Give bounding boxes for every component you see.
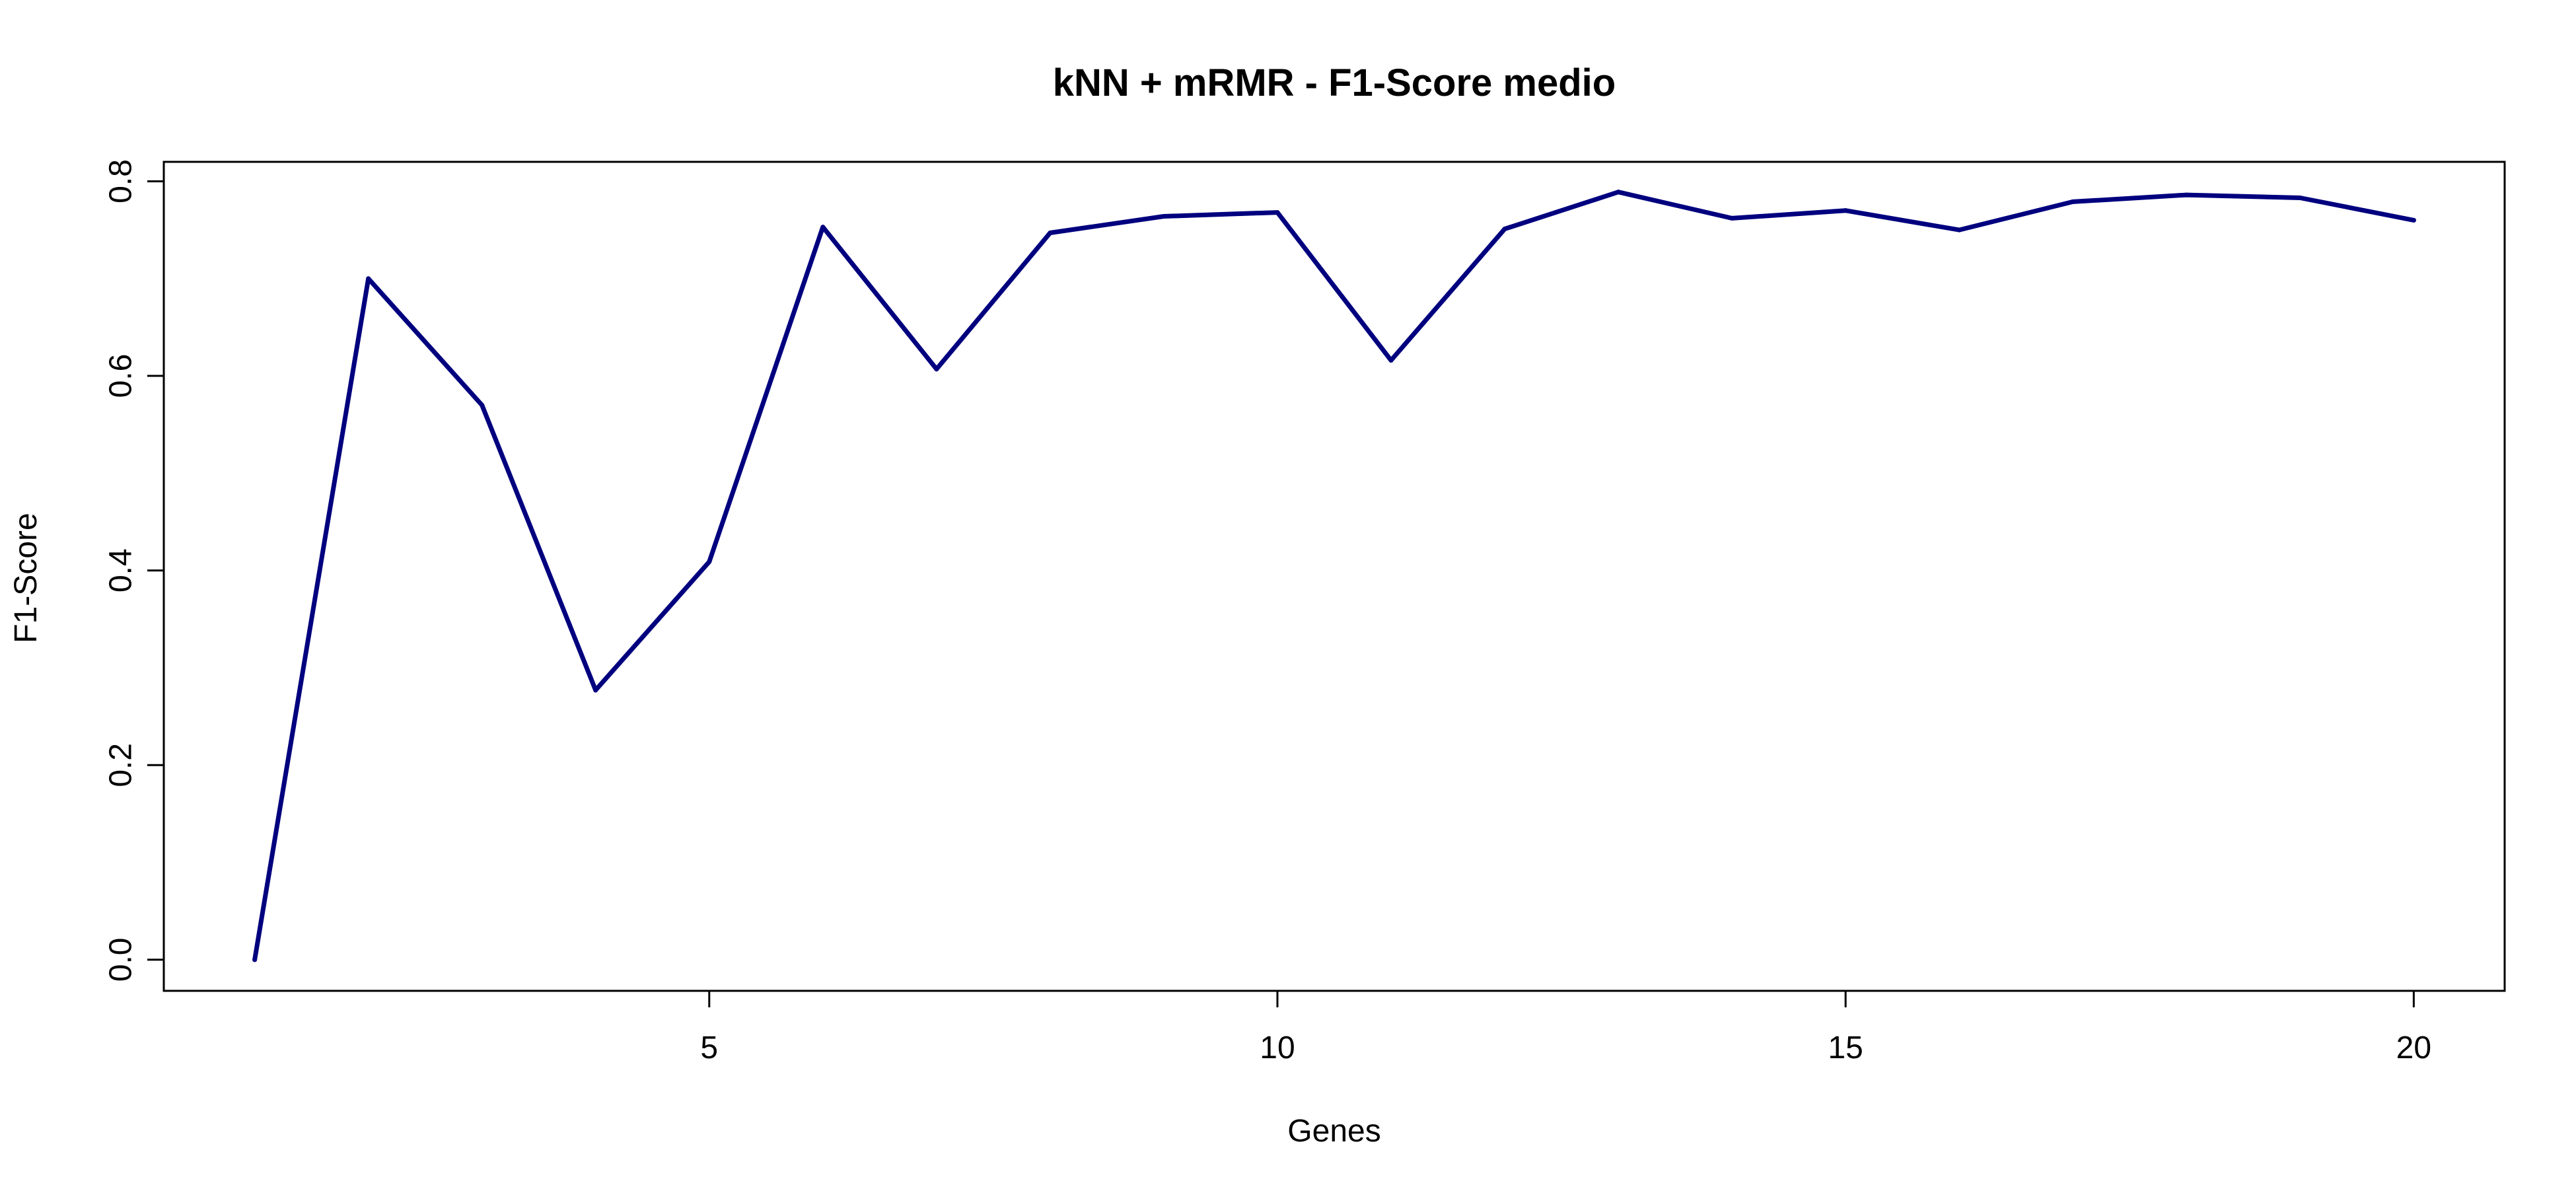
data-point [366, 276, 371, 281]
data-point [1275, 210, 1280, 215]
x-tick-label: 10 [1260, 1030, 1295, 1065]
y-tick-label: 0.6 [104, 354, 139, 398]
data-point [1502, 227, 1507, 232]
data-point [2411, 217, 2416, 223]
data-point [2070, 199, 2075, 204]
data-point [820, 225, 826, 230]
x-axis-label: Genes [1287, 1114, 1380, 1149]
data-point [2297, 196, 2303, 201]
data-point [934, 367, 939, 372]
data-point [2184, 192, 2189, 198]
x-tick-label: 20 [2396, 1030, 2431, 1065]
data-point [480, 402, 485, 408]
data-point [1048, 231, 1053, 236]
x-axis: 5 10 15 20 [700, 990, 2431, 1065]
data-point [707, 559, 712, 564]
y-tick-label: 0.4 [104, 548, 139, 593]
data-point [1843, 208, 1848, 213]
data-point [1161, 213, 1166, 219]
chart-title: kNN + mRMR - F1-Score medio [1053, 61, 1616, 104]
x-tick-label: 5 [700, 1030, 718, 1065]
y-axis: 0.0 0.2 0.4 0.6 0.8 [104, 159, 165, 982]
y-tick-label: 0.0 [104, 937, 139, 982]
series-line [252, 190, 2416, 962]
y-axis-label: F1-Score [9, 513, 44, 643]
plot-area [252, 190, 2416, 962]
data-point [1729, 215, 1735, 221]
data-point [1956, 227, 1962, 233]
data-point [1388, 357, 1394, 363]
y-tick-label: 0.8 [104, 159, 139, 203]
y-tick-label: 0.2 [104, 743, 139, 787]
data-point [252, 957, 258, 962]
data-point [1616, 190, 1621, 195]
data-point [593, 688, 598, 693]
x-tick-label: 15 [1828, 1030, 1863, 1065]
